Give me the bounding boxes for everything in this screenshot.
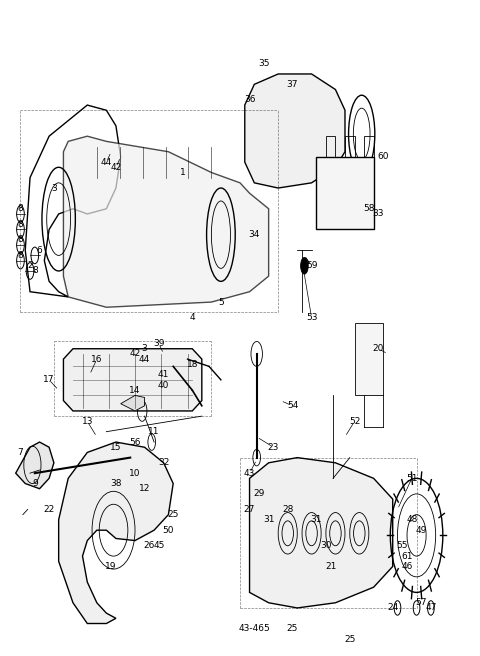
Text: 30: 30 bbox=[320, 541, 332, 550]
Text: 36: 36 bbox=[244, 95, 255, 104]
Text: 9: 9 bbox=[32, 479, 37, 488]
Text: 49: 49 bbox=[416, 525, 427, 535]
Text: 31: 31 bbox=[311, 516, 322, 524]
Bar bbox=[326, 136, 336, 157]
Text: 6: 6 bbox=[36, 246, 42, 255]
Text: 18: 18 bbox=[187, 359, 198, 369]
Text: 32: 32 bbox=[158, 459, 169, 467]
Text: 2: 2 bbox=[27, 261, 33, 270]
Text: 35: 35 bbox=[258, 59, 270, 68]
Text: 59: 59 bbox=[306, 261, 317, 270]
Text: 19: 19 bbox=[106, 562, 117, 571]
Text: 20: 20 bbox=[372, 344, 384, 353]
Bar bbox=[345, 136, 355, 157]
Text: 8: 8 bbox=[18, 204, 24, 213]
Text: 46: 46 bbox=[401, 562, 413, 571]
Text: 1: 1 bbox=[180, 168, 186, 177]
Text: 38: 38 bbox=[110, 479, 121, 488]
Text: 24: 24 bbox=[387, 604, 398, 613]
Text: 8: 8 bbox=[18, 236, 24, 245]
Text: 37: 37 bbox=[287, 80, 298, 89]
Text: 22: 22 bbox=[44, 505, 55, 514]
Text: 55: 55 bbox=[396, 541, 408, 550]
Text: 41: 41 bbox=[158, 370, 169, 379]
Text: 42: 42 bbox=[110, 163, 121, 172]
Bar bbox=[355, 323, 383, 396]
Text: 8: 8 bbox=[18, 220, 24, 229]
Text: 34: 34 bbox=[249, 230, 260, 239]
Text: 25: 25 bbox=[287, 625, 298, 633]
Text: 4: 4 bbox=[190, 313, 195, 322]
Text: 28: 28 bbox=[282, 505, 293, 514]
Text: 3: 3 bbox=[142, 344, 147, 353]
Text: 12: 12 bbox=[139, 484, 150, 493]
Text: 8: 8 bbox=[18, 251, 24, 260]
Text: 7: 7 bbox=[18, 448, 24, 457]
Text: 5: 5 bbox=[218, 298, 224, 306]
Text: 26: 26 bbox=[144, 541, 155, 550]
Text: 29: 29 bbox=[253, 489, 265, 499]
Text: 44: 44 bbox=[101, 157, 112, 167]
Text: 51: 51 bbox=[406, 474, 418, 483]
Text: 15: 15 bbox=[110, 443, 121, 452]
Bar bbox=[364, 136, 373, 157]
Text: 23: 23 bbox=[268, 443, 279, 452]
Polygon shape bbox=[63, 349, 202, 411]
Text: 21: 21 bbox=[325, 562, 336, 571]
Circle shape bbox=[300, 258, 308, 274]
Text: 11: 11 bbox=[148, 427, 160, 436]
Polygon shape bbox=[59, 442, 173, 623]
Text: 58: 58 bbox=[363, 204, 374, 213]
Text: 57: 57 bbox=[416, 598, 427, 607]
Text: 31: 31 bbox=[263, 516, 275, 524]
Text: 44: 44 bbox=[139, 355, 150, 363]
Text: 43-465: 43-465 bbox=[239, 625, 270, 633]
Text: 61: 61 bbox=[401, 552, 413, 561]
Text: 54: 54 bbox=[287, 401, 298, 410]
Polygon shape bbox=[120, 396, 144, 411]
Text: 3: 3 bbox=[51, 184, 57, 192]
Text: 50: 50 bbox=[163, 525, 174, 535]
Text: 56: 56 bbox=[129, 438, 141, 447]
Text: 42: 42 bbox=[130, 350, 141, 358]
Text: 14: 14 bbox=[129, 386, 141, 395]
Text: 33: 33 bbox=[372, 209, 384, 218]
Text: 45: 45 bbox=[153, 541, 165, 550]
Text: 25: 25 bbox=[168, 510, 179, 519]
Polygon shape bbox=[16, 442, 54, 489]
Bar bbox=[316, 157, 373, 230]
Text: 8: 8 bbox=[32, 266, 37, 276]
Polygon shape bbox=[63, 136, 269, 307]
Text: 16: 16 bbox=[91, 355, 103, 363]
Text: 43: 43 bbox=[244, 468, 255, 478]
Text: 10: 10 bbox=[129, 468, 141, 478]
Text: 53: 53 bbox=[306, 313, 317, 322]
Text: 47: 47 bbox=[425, 604, 437, 613]
Polygon shape bbox=[250, 458, 393, 608]
Text: 48: 48 bbox=[406, 516, 418, 524]
Text: 60: 60 bbox=[377, 152, 389, 161]
Text: 27: 27 bbox=[244, 505, 255, 514]
Polygon shape bbox=[245, 74, 345, 188]
Text: 13: 13 bbox=[82, 417, 93, 426]
Text: 52: 52 bbox=[349, 417, 360, 426]
Text: 39: 39 bbox=[153, 339, 165, 348]
Text: 17: 17 bbox=[43, 375, 55, 384]
Text: 25: 25 bbox=[344, 634, 356, 644]
Text: 40: 40 bbox=[158, 380, 169, 390]
